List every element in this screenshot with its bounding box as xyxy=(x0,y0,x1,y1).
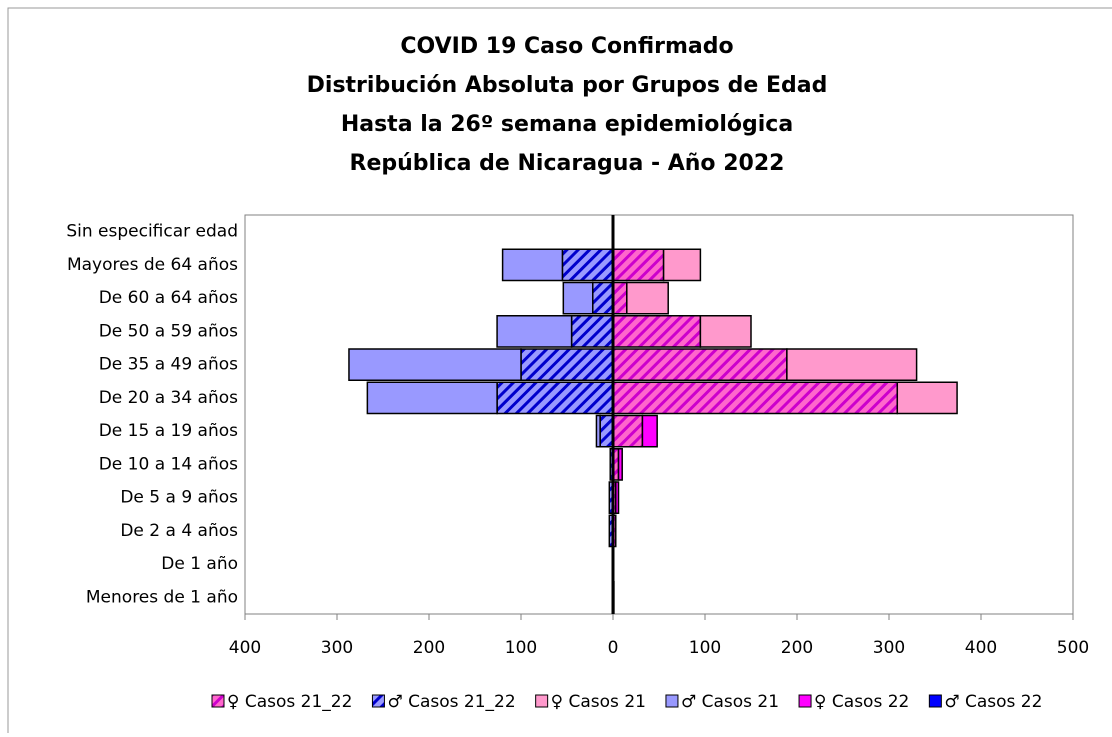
bar xyxy=(626,281,669,315)
bar xyxy=(662,248,702,282)
legend-label: ♂ Casos 21_22 xyxy=(387,692,515,712)
chart-border xyxy=(7,7,1112,737)
bar xyxy=(612,248,665,282)
x-tick-label: 100 xyxy=(689,638,721,658)
y-tick-label: De 60 a 64 años xyxy=(99,288,238,308)
y-tick-label: De 35 a 49 años xyxy=(99,355,238,375)
y-tick-label: Sin especificar edad xyxy=(66,222,238,242)
bar xyxy=(612,281,628,315)
bar xyxy=(612,348,788,381)
bar xyxy=(366,381,498,415)
bar xyxy=(699,315,752,348)
x-tick-label: 400 xyxy=(229,638,261,658)
x-tick-label: 0 xyxy=(608,638,619,658)
y-tick-label: De 10 a 14 años xyxy=(99,454,238,474)
x-tick-label: 200 xyxy=(413,638,445,658)
y-tick-label: De 5 a 9 años xyxy=(120,488,238,508)
legend-swatch xyxy=(798,694,812,708)
legend-swatch xyxy=(535,694,549,708)
y-tick-label: De 50 a 59 años xyxy=(99,321,238,341)
bar xyxy=(496,315,573,348)
legend-label: ♂ Casos 22 xyxy=(944,692,1042,712)
y-tick-label: De 15 a 19 años xyxy=(99,421,238,441)
y-tick-label: Menores de 1 año xyxy=(86,587,238,607)
y-tick-label: De 20 a 34 años xyxy=(99,388,238,408)
bar xyxy=(348,348,522,381)
bar xyxy=(896,381,958,415)
legend-swatch xyxy=(371,694,385,708)
bar xyxy=(592,281,614,315)
chart-title: República de Nicaragua - Año 2022 xyxy=(350,151,785,176)
bar xyxy=(562,281,594,315)
x-tick-label: 300 xyxy=(321,638,353,658)
bar xyxy=(599,414,614,448)
bar xyxy=(612,315,702,348)
x-tick-label: 500 xyxy=(1057,638,1089,658)
y-tick-label: Mayores de 64 años xyxy=(67,255,238,275)
bar xyxy=(520,348,614,381)
legend-label: ♀ Casos 21_22 xyxy=(227,692,352,712)
legend-swatch xyxy=(665,694,679,708)
bar xyxy=(612,414,644,448)
bar xyxy=(561,248,614,282)
x-tick-label: 200 xyxy=(781,638,813,658)
y-tick-label: De 1 año xyxy=(161,554,238,574)
chart-title: COVID 19 Caso Confirmado xyxy=(400,34,733,59)
plot-area xyxy=(244,214,1074,615)
x-tick-label: 300 xyxy=(873,638,905,658)
legend-label: ♂ Casos 21 xyxy=(681,692,779,712)
legend-label: ♀ Casos 21 xyxy=(551,692,646,712)
chart-title: Distribución Absoluta por Grupos de Edad xyxy=(307,73,828,98)
x-tick-label: 400 xyxy=(965,638,997,658)
legend-swatch xyxy=(211,694,225,708)
bar xyxy=(615,481,620,514)
bar xyxy=(786,348,918,381)
bar xyxy=(570,315,614,348)
legend-label: ♀ Casos 22 xyxy=(814,692,909,712)
y-tick-label: De 2 a 4 años xyxy=(120,521,238,541)
legend-swatch xyxy=(928,694,942,708)
chart-title: Hasta la 26º semana epidemiológica xyxy=(341,112,793,137)
bar xyxy=(496,381,614,415)
x-tick-label: 100 xyxy=(505,638,537,658)
bar xyxy=(612,381,899,415)
bar xyxy=(641,414,658,448)
bar xyxy=(595,414,601,448)
bar xyxy=(617,448,623,481)
bar xyxy=(501,248,564,282)
